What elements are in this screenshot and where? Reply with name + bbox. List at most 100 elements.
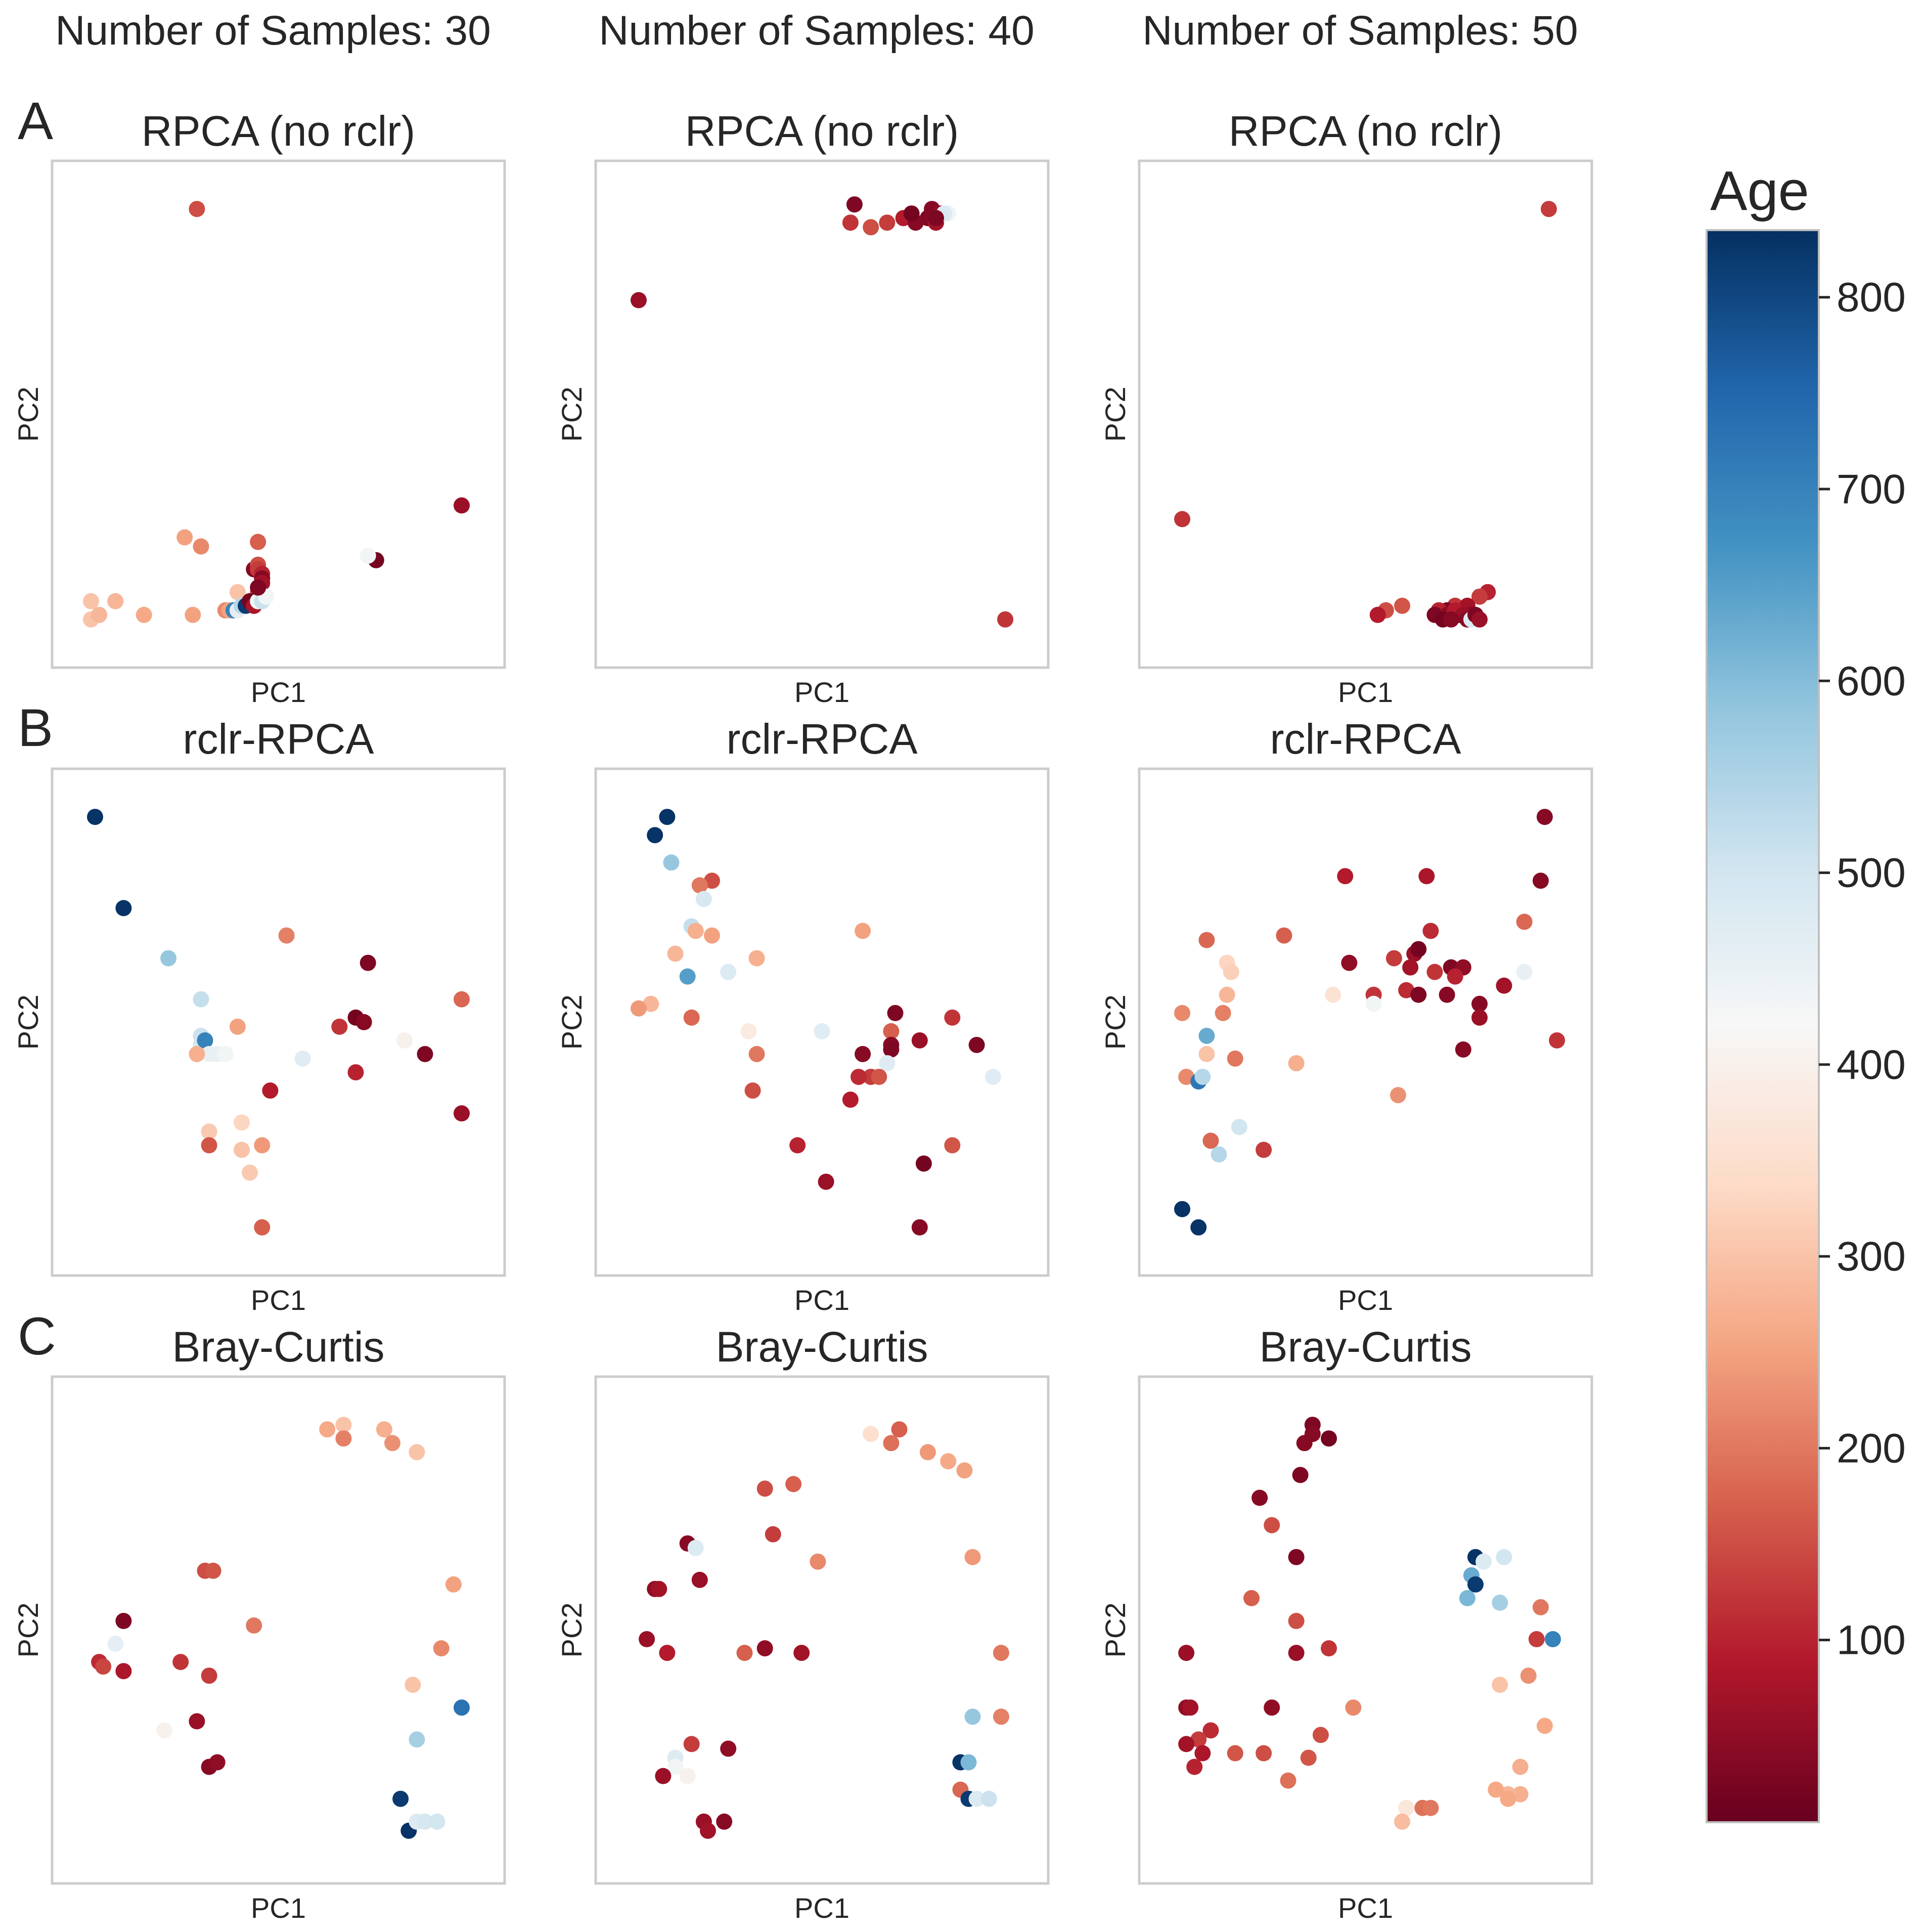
scatter-panel: RPCA (no rclr) PC1 PC2 — [12, 107, 506, 708]
scatter-point — [687, 923, 704, 939]
x-axis-label: PC1 — [794, 1284, 849, 1316]
scatter-point — [1300, 1749, 1317, 1766]
scatter-point — [1211, 1146, 1227, 1163]
scatter-point — [347, 1064, 364, 1081]
scatter-point — [1447, 968, 1463, 985]
scatter-point — [1475, 1553, 1492, 1570]
plot-frame — [51, 1375, 506, 1885]
scatter-point — [319, 1421, 336, 1438]
scatter-panel: RPCA (no rclr) PC1 PC2 — [556, 107, 1050, 708]
scatter-point — [115, 900, 132, 916]
scatter-point — [429, 1813, 445, 1830]
column-header-30: Number of Samples: 30 — [55, 8, 490, 54]
scatter-point — [1532, 872, 1549, 889]
scatter-point — [1496, 1549, 1512, 1565]
scatter-point — [91, 606, 108, 623]
scatter-point — [679, 968, 696, 985]
scatter-point — [1227, 1050, 1243, 1067]
scatter-point — [1280, 1772, 1296, 1789]
scatter-point — [1292, 1467, 1309, 1483]
colorbar-tick-label: 400 — [1837, 1042, 1906, 1088]
scatter-point — [1194, 1745, 1211, 1762]
y-axis-label: PC2 — [1099, 1603, 1131, 1658]
scatter-point — [1231, 1119, 1247, 1135]
y-axis-label: PC2 — [12, 387, 44, 442]
scatter-point — [172, 1654, 189, 1671]
scatter-point — [1496, 977, 1512, 994]
scatter-point — [107, 1636, 124, 1652]
scatter-point — [928, 210, 944, 227]
scatter-point — [355, 1014, 372, 1030]
column-header-40: Number of Samples: 40 — [599, 8, 1034, 54]
scatter-point — [911, 1032, 928, 1049]
scatter-point — [1198, 1046, 1215, 1063]
scatter-point — [360, 547, 376, 564]
scatter-point — [1194, 1069, 1211, 1085]
scatter-panel: Bray-Curtis PC1 PC2 — [556, 1323, 1050, 1924]
colorbar-tick-label: 300 — [1837, 1234, 1906, 1280]
scatter-point — [1394, 1813, 1410, 1830]
scatter-point — [744, 1082, 761, 1099]
scatter-point — [1256, 1141, 1272, 1158]
scatter-point — [879, 1055, 896, 1072]
scatter-point — [647, 827, 663, 844]
scatter-point — [980, 1790, 997, 1807]
scatter-point — [1443, 611, 1459, 628]
scatter-point — [115, 1663, 132, 1680]
scatter-point — [433, 1640, 450, 1657]
plot-frame — [1138, 767, 1593, 1277]
scatter-point — [1422, 1799, 1439, 1816]
x-axis-label: PC1 — [794, 676, 849, 708]
scatter-point — [1549, 1032, 1566, 1049]
scatter-point — [655, 1768, 672, 1784]
scatter-point — [1174, 511, 1190, 528]
scatter-point — [1532, 1599, 1549, 1615]
panel-title: Bray-Curtis — [715, 1323, 928, 1371]
scatter-point — [1516, 963, 1533, 980]
scatter-point — [1471, 588, 1488, 605]
scatter-point — [785, 1476, 802, 1492]
scatter-point — [205, 1562, 221, 1579]
scatter-point — [687, 1540, 704, 1556]
scatter-point — [667, 1759, 684, 1775]
scatter-point — [209, 1754, 226, 1771]
panel-title: rclr-RPCA — [183, 715, 374, 763]
scatter-point — [262, 1082, 279, 1099]
scatter-point — [278, 927, 295, 944]
scatter-point — [1471, 611, 1488, 628]
scatter-point — [1276, 927, 1292, 944]
scatter-point — [887, 1005, 904, 1021]
scatter-point — [246, 1617, 262, 1634]
scatter-point — [1385, 950, 1402, 967]
scatter-point — [810, 1553, 826, 1570]
scatter-point — [1243, 1590, 1260, 1606]
scatter-point — [1202, 1722, 1219, 1739]
scatter-marks — [631, 196, 1013, 628]
scatter-point — [944, 1009, 961, 1026]
scatter-marks — [1174, 809, 1566, 1236]
scatter-point — [1536, 809, 1553, 825]
column-headers: Number of Samples: 30 Number of Samples:… — [55, 8, 1578, 54]
plot-frame — [51, 159, 506, 669]
scatter-point — [964, 1708, 981, 1725]
scatter-point — [189, 1713, 205, 1730]
scatter-point — [968, 1037, 985, 1053]
y-axis-label: PC2 — [556, 1603, 588, 1658]
scatter-point — [1541, 201, 1557, 217]
scatter-point — [1439, 986, 1455, 1003]
scatter-point — [736, 1645, 753, 1661]
scatter-point — [83, 593, 99, 609]
scatter-point — [1422, 923, 1439, 939]
scatter-point — [720, 1740, 737, 1757]
scatter-point — [1341, 954, 1358, 971]
scatter-point — [1264, 1517, 1280, 1533]
scatter-point — [765, 1526, 781, 1543]
scatter-point — [189, 201, 205, 217]
scatter-point — [993, 1708, 1009, 1725]
scatter-marks — [639, 1421, 1009, 1839]
scatter-point — [846, 196, 863, 213]
scatter-point — [1223, 963, 1239, 980]
scatter-point — [254, 1219, 271, 1236]
y-axis-label: PC2 — [1099, 995, 1131, 1050]
scatter-point — [940, 1453, 957, 1470]
